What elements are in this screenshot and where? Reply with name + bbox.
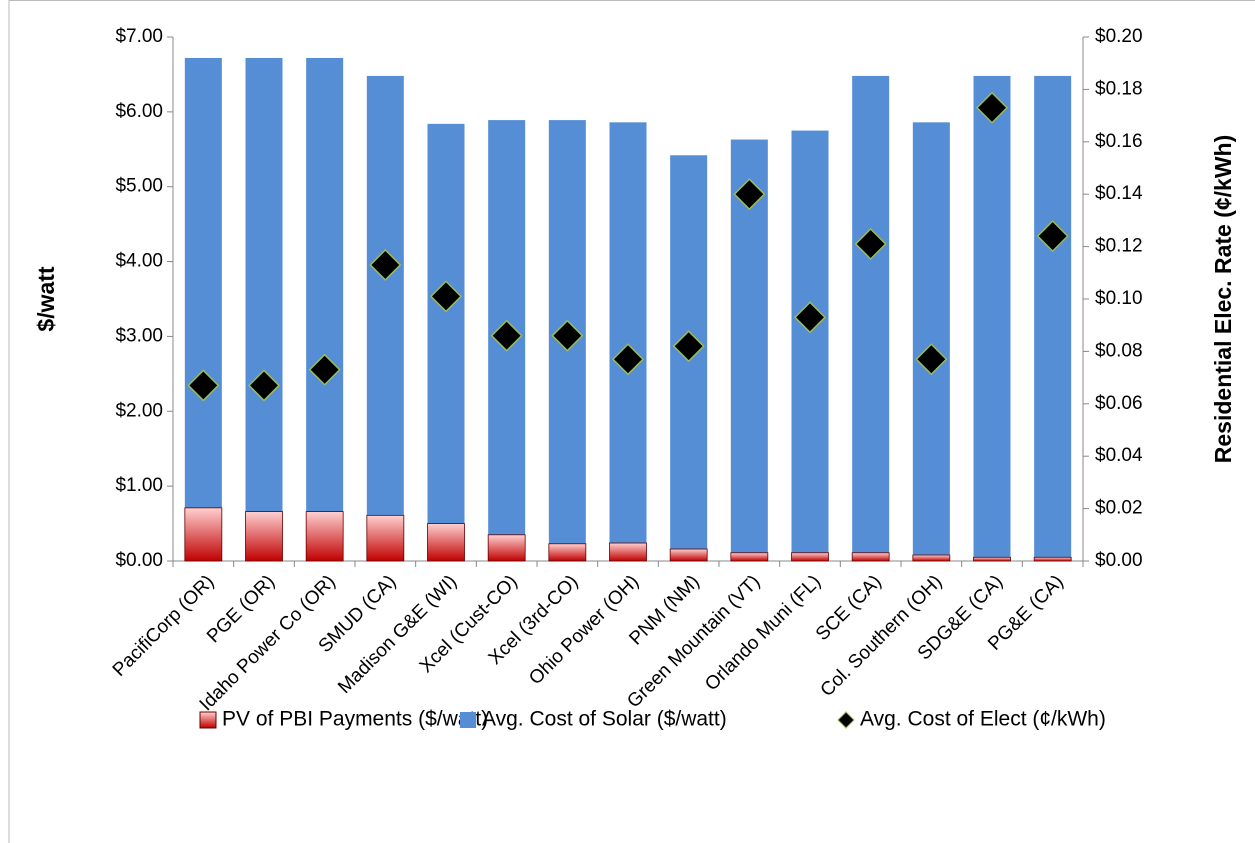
pbi-bar [669, 548, 708, 562]
solar-bar [852, 75, 890, 561]
solar-bar [791, 130, 829, 562]
diamond-marker [429, 280, 463, 313]
y2-tick-label: $0.10 [1095, 288, 1143, 309]
diamond-marker [854, 227, 887, 261]
pbi-bar [1033, 556, 1072, 562]
legend-swatch [837, 711, 855, 729]
pbi-bar [487, 534, 526, 562]
pbi-bar [791, 552, 829, 562]
diamond-marker [369, 248, 402, 282]
legend-swatch [199, 711, 217, 729]
x-tick-label: Ohio Power (OH) [525, 571, 643, 689]
y-tick-label: $4.00 [115, 251, 163, 272]
solar-bar [245, 57, 283, 562]
x-tick-label: PacifiCorp (OR) [109, 571, 219, 681]
y-tick-label: $3.00 [115, 325, 163, 346]
diamond-marker [187, 369, 220, 402]
solar-bar [609, 122, 647, 561]
pbi-bar [427, 523, 465, 562]
diamond-marker [915, 343, 948, 376]
pbi-bar [912, 554, 951, 562]
pbi-bar [366, 514, 405, 562]
pbi-bar [548, 543, 587, 562]
diamond-marker [793, 301, 827, 334]
solar-bar [184, 57, 222, 562]
y2-tick-label: $0.16 [1095, 131, 1143, 152]
legend-label: Avg. Cost of Elect (¢/kWh) [860, 708, 1106, 731]
legend-label: PV of PBI Payments ($/watt) [222, 708, 488, 731]
diamond-marker [975, 91, 1009, 124]
x-tick-label: Madison G&E (WI) [334, 571, 461, 698]
y2-tick-label: $0.08 [1095, 340, 1143, 361]
pbi-bar [184, 507, 223, 562]
diamond-marker [672, 330, 705, 363]
y-tick-label: $7.00 [115, 26, 163, 47]
pbi-bar [851, 552, 890, 562]
y-tick-label: $0.00 [115, 550, 163, 571]
diamond-marker [611, 343, 645, 376]
solar-bar [1034, 75, 1072, 561]
diamond-marker [308, 353, 341, 386]
y2-tick-label: $0.14 [1095, 183, 1143, 204]
diamond-marker [247, 369, 281, 402]
y-tick-label: $5.00 [115, 176, 163, 197]
y-tick-label: $1.00 [115, 475, 163, 496]
pbi-bar [973, 556, 1011, 562]
pbi-bar [305, 511, 344, 562]
legend-swatch [460, 712, 476, 728]
diamond-marker [1036, 220, 1069, 253]
y2-tick-label: $0.04 [1095, 445, 1143, 466]
y2-tick-label: $0.18 [1095, 78, 1143, 99]
pbi-bar [730, 552, 769, 562]
y2-tick-label: $0.12 [1095, 236, 1143, 257]
legend-label: Avg. Cost of Solar ($/watt) [482, 708, 727, 731]
solar-bar [427, 123, 465, 561]
y-axis-title: $/watt [33, 266, 59, 332]
y-tick-label: $2.00 [115, 400, 163, 421]
solar-bar [366, 75, 404, 561]
y2-tick-label: $0.20 [1095, 26, 1143, 47]
y2-axis-title: Residential Elec. Rate (¢/kWh) [1210, 135, 1236, 463]
x-tick-label: Orlando Muni (FL) [701, 571, 825, 695]
solar-bar [912, 122, 950, 561]
diamond-marker [733, 178, 766, 211]
y2-tick-label: $0.06 [1095, 393, 1143, 414]
y2-tick-label: $0.00 [1095, 550, 1143, 571]
diamond-marker [551, 319, 584, 352]
pbi-bar [609, 542, 647, 562]
diamond-marker [490, 319, 523, 352]
y2-tick-label: $0.02 [1095, 498, 1143, 519]
pbi-bar [245, 511, 283, 562]
solar-bar [306, 57, 344, 562]
y-tick-label: $6.00 [115, 101, 163, 122]
solar-bar [973, 75, 1011, 561]
